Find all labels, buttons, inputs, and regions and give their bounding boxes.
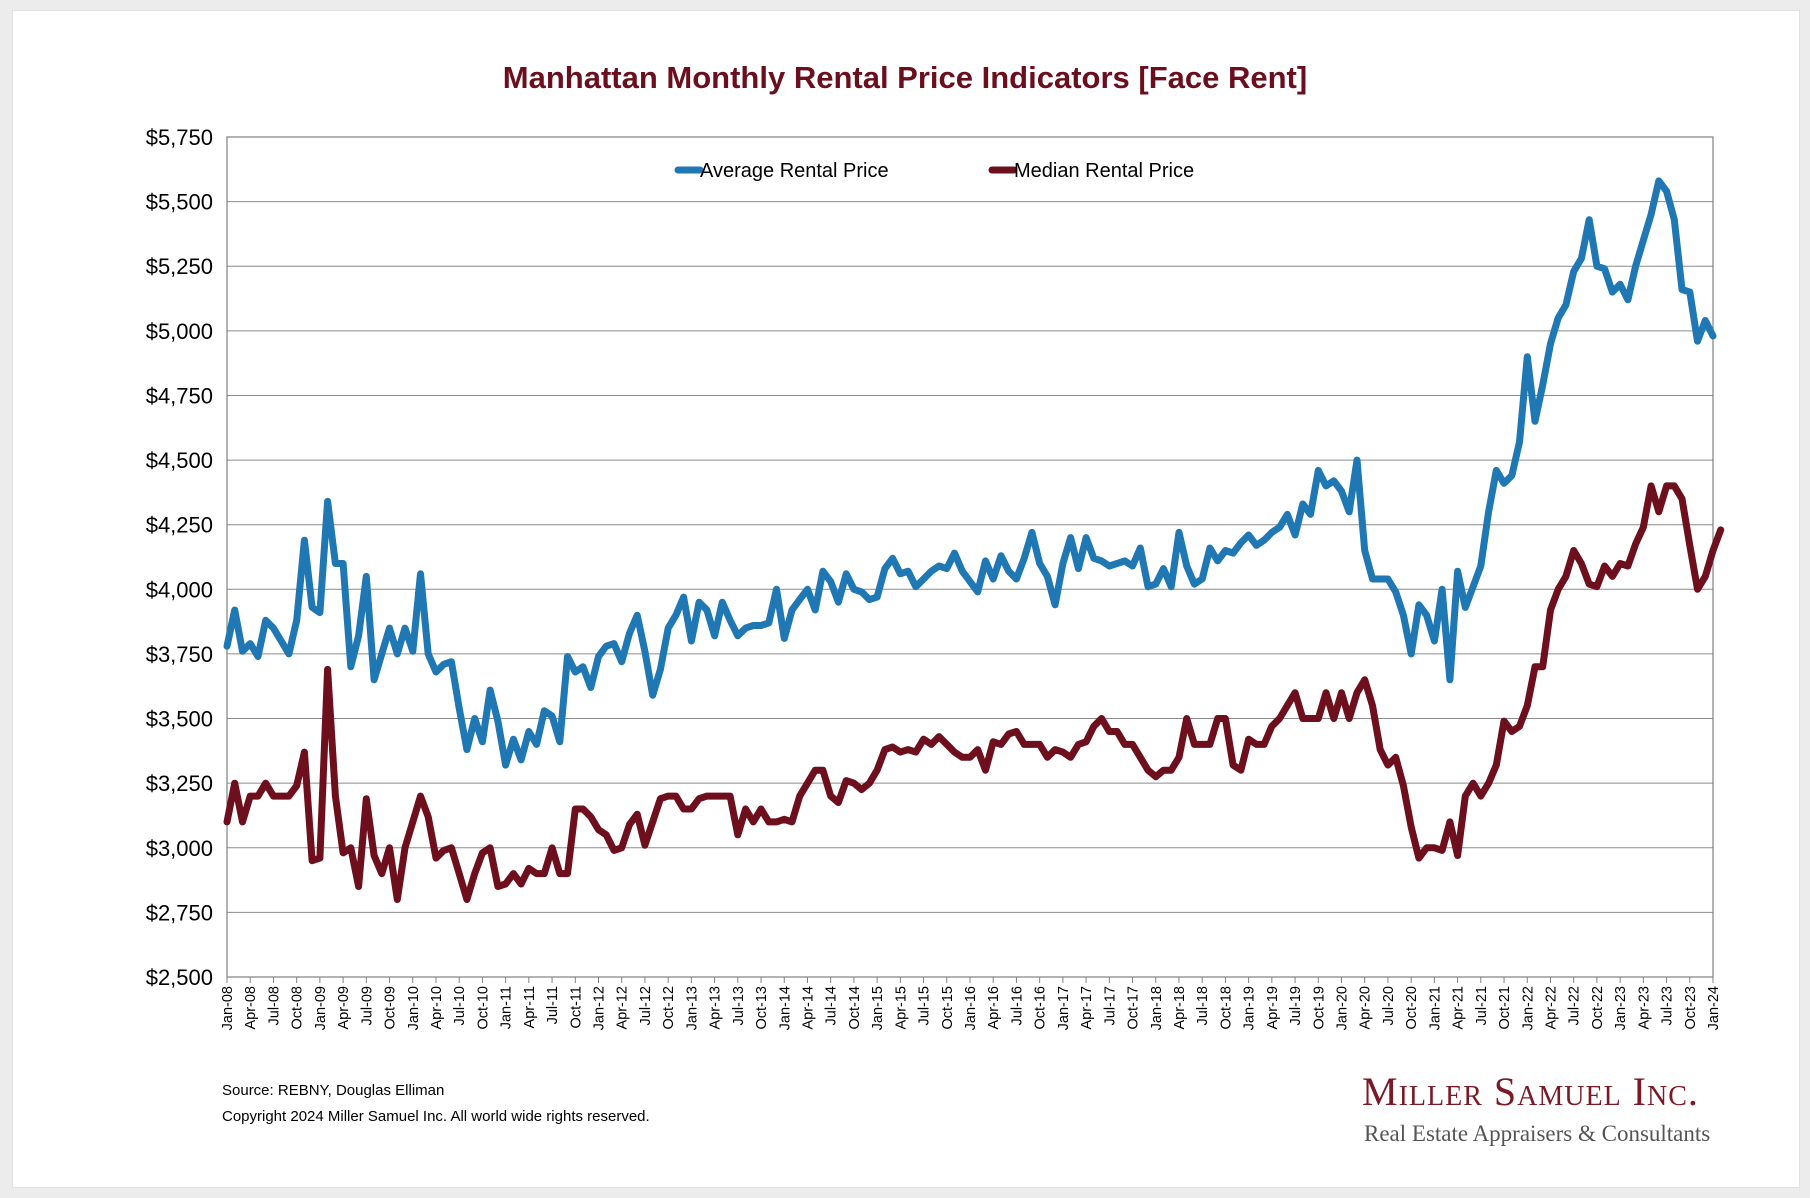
x-tick-label: Jan-12 (592, 986, 608, 1030)
x-tick-label: Oct-16 (1033, 986, 1049, 1030)
x-tick-label: Apr-22 (1543, 986, 1559, 1030)
x-tick-label: Jan-21 (1427, 986, 1443, 1030)
legend-label-median: Median Rental Price (1014, 160, 1194, 182)
x-tick-label: Jan-08 (220, 986, 236, 1030)
x-tick-label: Apr-21 (1451, 986, 1467, 1030)
source-note: Source: REBNY, Douglas Elliman (222, 1082, 445, 1099)
x-tick-label: Jul-21 (1474, 986, 1490, 1026)
x-tick-label: Jan-13 (684, 986, 700, 1030)
x-tick-label: Apr-08 (243, 986, 259, 1030)
x-tick-label: Oct-19 (1311, 986, 1327, 1030)
chart-title: Manhattan Monthly Rental Price Indicator… (502, 60, 1308, 95)
legend: Average Rental Price Median Rental Price (674, 160, 1194, 182)
x-tick-label: Jul-14 (824, 986, 840, 1026)
series-line-average-rental-price (223, 177, 1717, 769)
x-tick-label: Oct-12 (661, 986, 677, 1030)
x-tick-label: Jul-15 (917, 986, 933, 1026)
x-tick-label: Jul-13 (731, 986, 747, 1026)
x-tick-label: Apr-19 (1265, 986, 1281, 1030)
x-tick-label: Jul-08 (266, 986, 282, 1026)
y-tick-label: $4,750 (146, 383, 213, 408)
x-tick-label: Jul-11 (545, 986, 561, 1024)
x-tick-label: Jan-17 (1056, 986, 1072, 1030)
y-tick-label: $2,750 (146, 900, 213, 925)
x-tick-label: Oct-09 (383, 986, 399, 1030)
x-tick-label: Jan-11 (499, 986, 515, 1029)
x-tick-label: Jan-14 (777, 986, 793, 1030)
x-tick-label: Apr-15 (893, 986, 909, 1030)
x-tick-label: Apr-23 (1636, 986, 1652, 1030)
copyright-note: Copyright 2024 Miller Samuel Inc. All wo… (222, 1108, 650, 1125)
data-series (223, 177, 1725, 903)
x-tick-label: Jan-10 (406, 986, 422, 1030)
y-tick-label: $3,500 (146, 707, 213, 732)
x-tick-label: Oct-15 (940, 986, 956, 1030)
x-tick-label: Apr-20 (1358, 986, 1374, 1030)
x-tick-label: Apr-11 (522, 986, 538, 1028)
x-tick-label: Jul-18 (1195, 986, 1211, 1026)
series-line-median-rental-price (223, 482, 1725, 903)
y-tick-label: $4,250 (146, 513, 213, 538)
y-tick-label: $4,500 (146, 448, 213, 473)
y-tick-label: $3,250 (146, 771, 213, 796)
x-tick-label: Oct-21 (1497, 986, 1513, 1030)
y-tick-label: $2,500 (146, 965, 213, 990)
x-tick-label: Jul-17 (1102, 986, 1118, 1026)
y-axis-ticks: $2,500 $2,750 $3,000 $3,250 $3,500 $3,750 $4,0… (146, 125, 213, 990)
y-tick-label: $3,000 (146, 836, 213, 861)
x-tick-label: Jan-19 (1242, 986, 1258, 1030)
x-tick-label: Apr-14 (800, 986, 816, 1030)
company-logo-tagline: Real Estate Appraisers & Consultants (1364, 1121, 1711, 1146)
x-tick-label: Oct-20 (1404, 986, 1420, 1030)
x-tick-label: Jan-24 (1706, 986, 1722, 1030)
y-tick-label: $5,250 (146, 254, 213, 279)
x-tick-label: Jan-23 (1613, 986, 1629, 1030)
y-tick-label: $5,000 (146, 319, 213, 344)
x-tick-label: Jul-10 (452, 986, 468, 1026)
x-tick-label: Oct-13 (754, 986, 770, 1030)
x-tick-label: Apr-18 (1172, 986, 1188, 1030)
legend-label-average: Average Rental Price (700, 160, 889, 182)
y-tick-label: $3,750 (146, 642, 213, 667)
y-tick-label: $4,000 (146, 577, 213, 602)
x-tick-label: Jul-22 (1567, 986, 1583, 1026)
x-tick-label: Jan-22 (1520, 986, 1536, 1030)
gridlines (227, 136, 1713, 978)
x-tick-label: Jul-16 (1009, 986, 1025, 1026)
x-tick-label: Jul-19 (1288, 986, 1304, 1026)
y-tick-label: $5,500 (146, 190, 213, 215)
x-tick-label: Jul-23 (1660, 986, 1676, 1026)
x-tick-label: Apr-17 (1079, 986, 1095, 1030)
x-tick-label: Oct-17 (1126, 986, 1142, 1030)
x-tick-label: Oct-18 (1218, 986, 1234, 1030)
x-tick-label: Jan-16 (963, 986, 979, 1030)
company-logo-name: Miller Samuel Inc. (1362, 1069, 1699, 1114)
x-tick-label: Jan-20 (1335, 986, 1351, 1030)
x-tick-label: Jan-09 (313, 986, 329, 1030)
x-tick-label: Jul-09 (359, 986, 375, 1026)
x-tick-label: Apr-09 (336, 986, 352, 1030)
x-tick-label: Jan-15 (870, 986, 886, 1030)
x-tick-label: Oct-08 (290, 986, 306, 1030)
x-tick-label: Oct-23 (1683, 986, 1699, 1030)
y-tick-label: $5,750 (146, 125, 213, 150)
x-tick-label: Jan-18 (1149, 986, 1165, 1030)
x-tick-label: Oct-11 (568, 986, 584, 1028)
x-tick-label: Jul-12 (638, 986, 654, 1026)
x-tick-label: Oct-14 (847, 986, 863, 1030)
x-tick-label: Apr-12 (615, 986, 631, 1030)
x-tick-label: Apr-16 (986, 986, 1002, 1030)
x-tick-label: Oct-10 (475, 986, 491, 1030)
x-tick-label: Jul-20 (1381, 986, 1397, 1026)
x-axis-ticks: Jan-08 Apr-08 Jul-08 Oct-08 Jan-09 Apr-09 Jul-… (220, 977, 1722, 1030)
x-tick-label: Oct-22 (1590, 986, 1606, 1030)
x-tick-label: Apr-13 (708, 986, 724, 1030)
x-tick-label: Apr-10 (429, 986, 445, 1030)
